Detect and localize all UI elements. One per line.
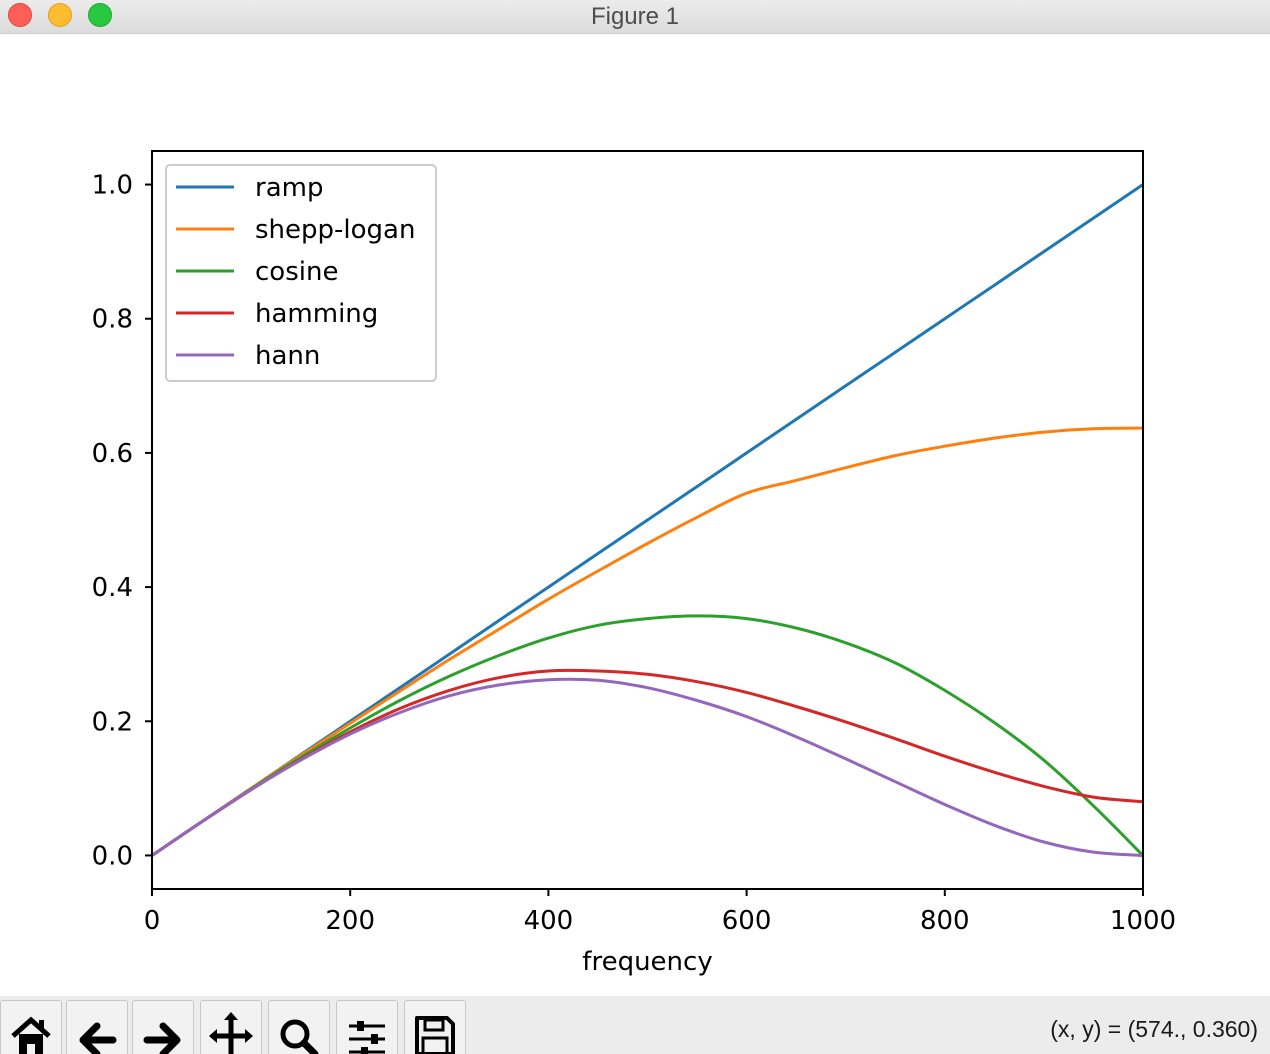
configure-subplots-icon <box>345 1010 389 1054</box>
pan-button[interactable] <box>200 1000 262 1054</box>
x-axis-label: frequency <box>582 947 712 977</box>
figure-canvas[interactable]: 0 200 400 600 800 1000 0.0 0.2 0.4 0.6 0.8 1.0 frequ… <box>0 34 1270 996</box>
back-arrow-icon <box>75 1014 119 1054</box>
x-tick-label: 200 <box>325 906 375 936</box>
y-tick-label: 1.0 <box>92 171 133 201</box>
configure-subplots-button[interactable] <box>336 1000 398 1054</box>
legend-label-cosine: cosine <box>255 257 338 287</box>
home-button[interactable] <box>0 1000 62 1054</box>
back-button[interactable] <box>66 1000 128 1054</box>
y-tick-label: 0.4 <box>92 573 133 603</box>
x-tick-label: 400 <box>524 906 574 936</box>
legend-label-hamming: hamming <box>255 299 378 329</box>
y-tick-label: 0.6 <box>92 439 133 469</box>
x-tick-label: 800 <box>920 906 970 936</box>
window-title: Figure 1 <box>590 3 680 30</box>
series-line-shepp-logan <box>151 426 1144 857</box>
series-line-hann <box>151 677 1144 857</box>
save-icon <box>413 1010 457 1054</box>
y-tick-label: 0.8 <box>92 305 133 335</box>
save-button[interactable] <box>404 1000 466 1054</box>
axes-frame <box>151 150 1144 890</box>
x-tick-label: 0 <box>144 906 161 936</box>
window-titlebar: Figure 1 <box>0 0 1270 34</box>
home-icon <box>9 1014 53 1054</box>
window-minimize-button[interactable] <box>48 3 72 27</box>
navigation-toolbar: (x, y) = (574., 0.360) <box>0 996 1270 1054</box>
y-tick-label: 0.0 <box>92 841 133 871</box>
pan-icon <box>209 1010 253 1054</box>
window-close-button[interactable] <box>8 3 32 27</box>
series-line-cosine <box>151 614 1145 857</box>
zoom-button[interactable] <box>268 1000 330 1054</box>
series-line-hamming <box>151 668 1144 857</box>
window-zoom-button[interactable] <box>88 3 112 27</box>
x-tick-label: 600 <box>722 906 772 936</box>
zoom-icon <box>277 1010 321 1054</box>
legend-label-shepp-logan: shepp-logan <box>255 215 415 245</box>
x-tick-label: 1000 <box>1110 906 1176 936</box>
forward-arrow-icon <box>141 1014 185 1054</box>
legend-label-hann: hann <box>255 341 320 371</box>
cursor-coordinates: (x, y) = (574., 0.360) <box>1050 1016 1258 1042</box>
forward-button[interactable] <box>132 1000 194 1054</box>
legend-box <box>165 164 437 382</box>
y-tick-label: 0.2 <box>92 707 133 737</box>
legend-label-ramp: ramp <box>255 173 323 203</box>
